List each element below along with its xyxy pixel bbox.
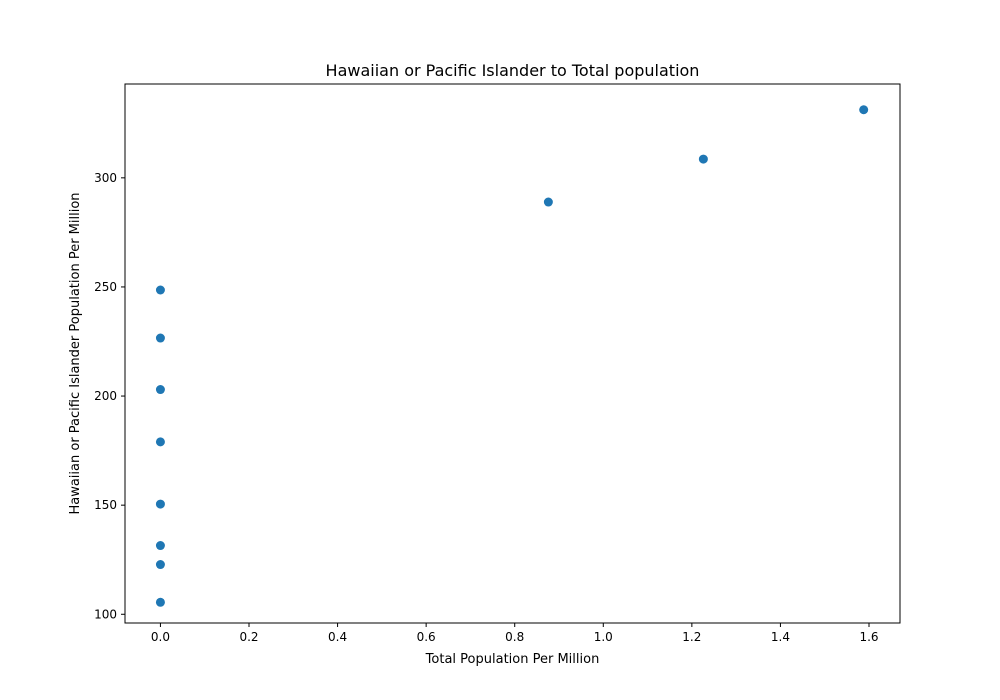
data-point — [155, 597, 165, 607]
x-tick-label: 0.6 — [417, 630, 436, 644]
y-tick-label: 150 — [94, 498, 117, 512]
x-axis-label: Total Population Per Million — [425, 652, 600, 667]
y-axis-label: Hawaiian or Pacific Islander Population … — [68, 192, 83, 514]
data-point — [155, 560, 165, 570]
x-tick-label: 0.2 — [239, 630, 258, 644]
data-point — [859, 105, 869, 115]
data-point — [155, 541, 165, 551]
x-tick-label: 0.4 — [328, 630, 347, 644]
x-tick-label: 1.6 — [859, 630, 878, 644]
x-tick-label: 1.0 — [594, 630, 613, 644]
y-tick-label: 250 — [94, 280, 117, 294]
data-point — [155, 437, 165, 447]
plot-area — [155, 105, 869, 607]
chart-title: Hawaiian or Pacific Islander to Total po… — [326, 61, 700, 80]
x-tick-label: 1.4 — [771, 630, 790, 644]
data-point — [155, 499, 165, 509]
x-tick-label: 1.2 — [682, 630, 701, 644]
data-point — [155, 333, 165, 343]
y-tick-label: 200 — [94, 389, 117, 403]
x-tick-label: 0.0 — [151, 630, 170, 644]
x-tick-label: 0.8 — [505, 630, 524, 644]
data-point — [155, 385, 165, 395]
data-point — [155, 285, 165, 295]
data-point — [543, 197, 553, 207]
y-tick-label: 300 — [94, 171, 117, 185]
y-tick-label: 100 — [94, 607, 117, 621]
data-point — [698, 154, 708, 164]
plot-frame — [124, 83, 901, 624]
